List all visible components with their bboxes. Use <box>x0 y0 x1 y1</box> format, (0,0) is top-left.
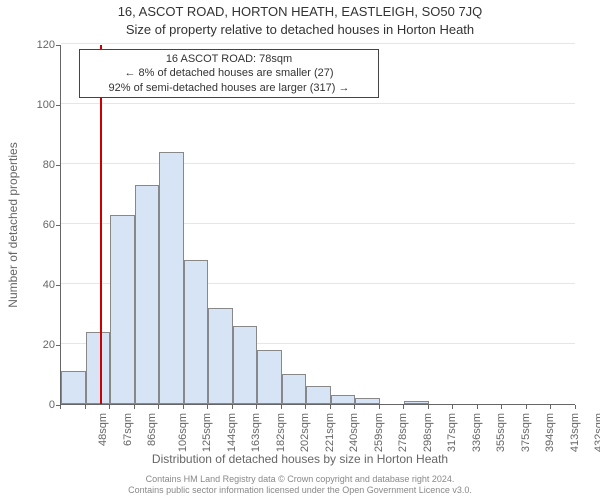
histogram-bar <box>135 185 160 404</box>
histogram-bar <box>184 260 209 404</box>
x-tick-label: 86sqm <box>146 413 158 446</box>
callout-line-2: ← 8% of detached houses are smaller (27) <box>86 66 372 80</box>
x-tick-mark <box>526 405 527 409</box>
footer-attribution: Contains HM Land Registry data © Crown c… <box>0 474 600 496</box>
x-tick-label: 375sqm <box>520 413 532 452</box>
histogram-bar <box>404 401 429 404</box>
x-tick-mark <box>183 405 184 409</box>
histogram-bar <box>61 371 86 404</box>
plot-area: 16 ASCOT ROAD: 78sqm ← 8% of detached ho… <box>60 45 575 405</box>
x-tick-label: 413sqm <box>569 413 581 452</box>
gridline <box>61 43 575 44</box>
x-tick-label: 394sqm <box>545 413 557 452</box>
x-tick-label: 67sqm <box>122 413 134 446</box>
y-tick-label: 80 <box>15 159 55 171</box>
x-tick-mark <box>207 405 208 409</box>
histogram-bar <box>331 395 356 404</box>
x-tick-label: 240sqm <box>348 413 360 452</box>
histogram-bar <box>86 332 111 404</box>
x-tick-label: 182sqm <box>275 413 287 452</box>
y-tick-label: 20 <box>15 339 55 351</box>
x-tick-mark <box>379 405 380 409</box>
x-tick-mark <box>550 405 551 409</box>
x-tick-mark <box>109 405 110 409</box>
x-tick-mark <box>330 405 331 409</box>
x-tick-label: 336sqm <box>471 413 483 452</box>
histogram-bar <box>282 374 307 404</box>
x-tick-label: 298sqm <box>422 413 434 452</box>
x-tick-mark <box>85 405 86 409</box>
x-tick-mark <box>477 405 478 409</box>
callout-line-1: 16 ASCOT ROAD: 78sqm <box>86 52 372 66</box>
x-tick-label: 355sqm <box>496 413 508 452</box>
x-tick-mark <box>354 405 355 409</box>
subject-marker-line <box>100 45 102 404</box>
x-tick-label: 278sqm <box>397 413 409 452</box>
x-tick-mark <box>305 405 306 409</box>
histogram-bar <box>159 152 184 404</box>
x-tick-mark <box>403 405 404 409</box>
y-tick-label: 120 <box>15 39 55 51</box>
histogram-bar <box>233 326 258 404</box>
x-tick-mark <box>501 405 502 409</box>
x-tick-mark <box>575 405 576 409</box>
y-tick-label: 100 <box>15 99 55 111</box>
x-tick-label: 259sqm <box>373 413 385 452</box>
x-tick-label: 432sqm <box>594 413 600 452</box>
footer-line-2: Contains public sector information licen… <box>0 485 600 496</box>
x-tick-mark <box>134 405 135 409</box>
x-tick-mark <box>60 405 61 409</box>
chart-title-sub: Size of property relative to detached ho… <box>0 22 600 37</box>
y-tick-label: 40 <box>15 279 55 291</box>
callout-box: 16 ASCOT ROAD: 78sqm ← 8% of detached ho… <box>79 49 379 98</box>
chart-title-main: 16, ASCOT ROAD, HORTON HEATH, EASTLEIGH,… <box>0 4 600 19</box>
gridline <box>61 163 575 164</box>
histogram-bar <box>208 308 233 404</box>
x-tick-mark <box>281 405 282 409</box>
x-tick-mark <box>452 405 453 409</box>
histogram-bar <box>306 386 331 404</box>
chart-container: 16, ASCOT ROAD, HORTON HEATH, EASTLEIGH,… <box>0 0 600 500</box>
x-tick-mark <box>256 405 257 409</box>
x-tick-label: 125sqm <box>201 413 213 452</box>
x-tick-mark <box>428 405 429 409</box>
x-tick-label: 221sqm <box>324 413 336 452</box>
histogram-bar <box>257 350 282 404</box>
x-tick-label: 48sqm <box>97 413 109 446</box>
x-tick-label: 144sqm <box>226 413 238 452</box>
x-axis-title: Distribution of detached houses by size … <box>0 452 600 466</box>
footer-line-1: Contains HM Land Registry data © Crown c… <box>0 474 600 485</box>
x-tick-mark <box>232 405 233 409</box>
y-tick-label: 0 <box>15 399 55 411</box>
x-tick-label: 317sqm <box>446 413 458 452</box>
histogram-bar <box>110 215 135 404</box>
callout-line-3: 92% of semi-detached houses are larger (… <box>86 81 372 95</box>
x-tick-label: 106sqm <box>177 413 189 452</box>
x-tick-label: 163sqm <box>250 413 262 452</box>
y-tick-label: 60 <box>15 219 55 231</box>
x-tick-mark <box>158 405 159 409</box>
gridline <box>61 103 575 104</box>
x-tick-label: 202sqm <box>299 413 311 452</box>
histogram-bar <box>355 398 380 404</box>
